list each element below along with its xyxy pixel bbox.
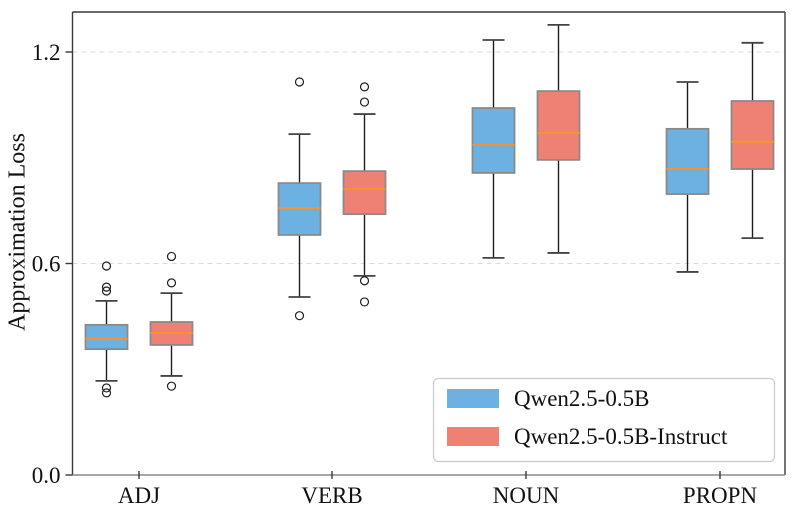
legend-box — [432, 377, 776, 463]
y-axis-label: Approximation Loss — [4, 133, 31, 331]
box-qwen2-5-0-5b-propn — [665, 127, 710, 195]
box-qwen2-5-0-5b-instruct-noun — [536, 90, 581, 161]
y-tick-label: 0.0 — [32, 463, 61, 488]
outlier-qwen2-5-0-5b-instruct-adj — [166, 278, 177, 288]
outlier-qwen2-5-0-5b-instruct-adj — [166, 381, 177, 391]
legend-label-red: Qwen2.5-0.5B-Instruct — [514, 424, 728, 449]
outlier-qwen2-5-0-5b-adj — [101, 286, 112, 296]
box-qwen2-5-0-5b-instruct-verb — [342, 170, 387, 216]
outlier-qwen2-5-0-5b-instruct-verb — [359, 297, 370, 307]
y-tick-label: 1.2 — [32, 40, 61, 65]
legend-swatch-blue — [447, 389, 499, 408]
box-qwen2-5-0-5b-noun — [471, 107, 516, 174]
outlier-qwen2-5-0-5b-verb — [294, 311, 305, 321]
x-tick-label-verb: VERB — [301, 483, 362, 508]
x-tick-label-propn: PROPN — [683, 483, 758, 508]
outlier-qwen2-5-0-5b-instruct-adj — [166, 251, 177, 262]
outlier-qwen2-5-0-5b-adj — [101, 388, 112, 398]
y-tick-label: 0.6 — [32, 252, 61, 277]
outlier-qwen2-5-0-5b-adj — [101, 282, 112, 292]
outlier-qwen2-5-0-5b-adj — [101, 383, 112, 393]
outlier-qwen2-5-0-5b-instruct-verb — [359, 276, 370, 286]
x-tick-label-adj: ADJ — [118, 483, 160, 508]
box-qwen2-5-0-5b-adj — [84, 323, 129, 351]
outlier-qwen2-5-0-5b-instruct-verb — [359, 82, 370, 92]
outlier-qwen2-5-0-5b-verb — [294, 77, 305, 87]
box-qwen2-5-0-5b-instruct-propn — [730, 100, 775, 170]
legend-swatch-red — [447, 427, 499, 446]
outlier-qwen2-5-0-5b-instruct-verb — [359, 97, 370, 107]
outlier-qwen2-5-0-5b-adj — [101, 261, 112, 271]
legend-label-blue: Qwen2.5-0.5B — [514, 386, 649, 411]
x-tick-label-noun: NOUN — [493, 483, 560, 508]
